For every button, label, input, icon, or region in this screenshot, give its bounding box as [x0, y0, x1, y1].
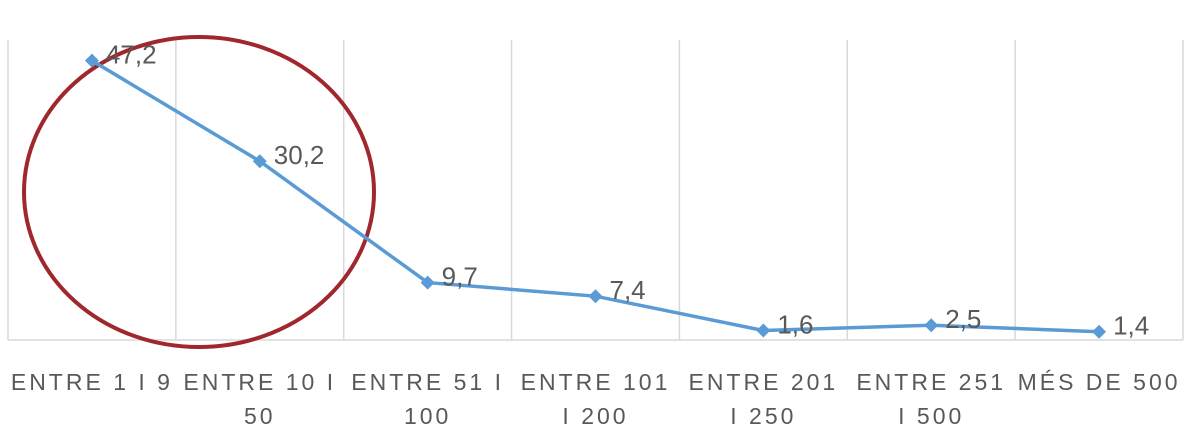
data-label: 30,2 — [274, 140, 325, 170]
data-label: 9,7 — [442, 261, 478, 291]
data-label: 47,2 — [106, 39, 157, 69]
x-tick-label: ENTRE 51 I 100 — [351, 369, 504, 429]
marker — [84, 53, 99, 68]
marker — [924, 318, 939, 333]
data-label: 1,4 — [1113, 311, 1149, 341]
marker — [1092, 324, 1107, 339]
x-tick-label: ENTRE 251 I 500 — [856, 369, 1007, 429]
data-label: 1,6 — [777, 309, 813, 339]
x-tick-label: MÉS DE 500 — [1017, 369, 1181, 395]
data-label: 7,4 — [610, 275, 646, 305]
x-tick-label: ENTRE 1 I 9 — [10, 369, 173, 395]
x-tick-label: ENTRE 101 I 200 — [520, 369, 671, 429]
x-tick-label: ENTRE 201 I 250 — [688, 369, 839, 429]
highlight-circle — [22, 35, 376, 349]
marker — [420, 275, 435, 290]
marker — [252, 154, 267, 169]
marker — [588, 289, 603, 304]
marker — [756, 323, 771, 338]
data-label: 2,5 — [945, 304, 981, 334]
x-tick-label: ENTRE 10 I 50 — [183, 369, 337, 429]
